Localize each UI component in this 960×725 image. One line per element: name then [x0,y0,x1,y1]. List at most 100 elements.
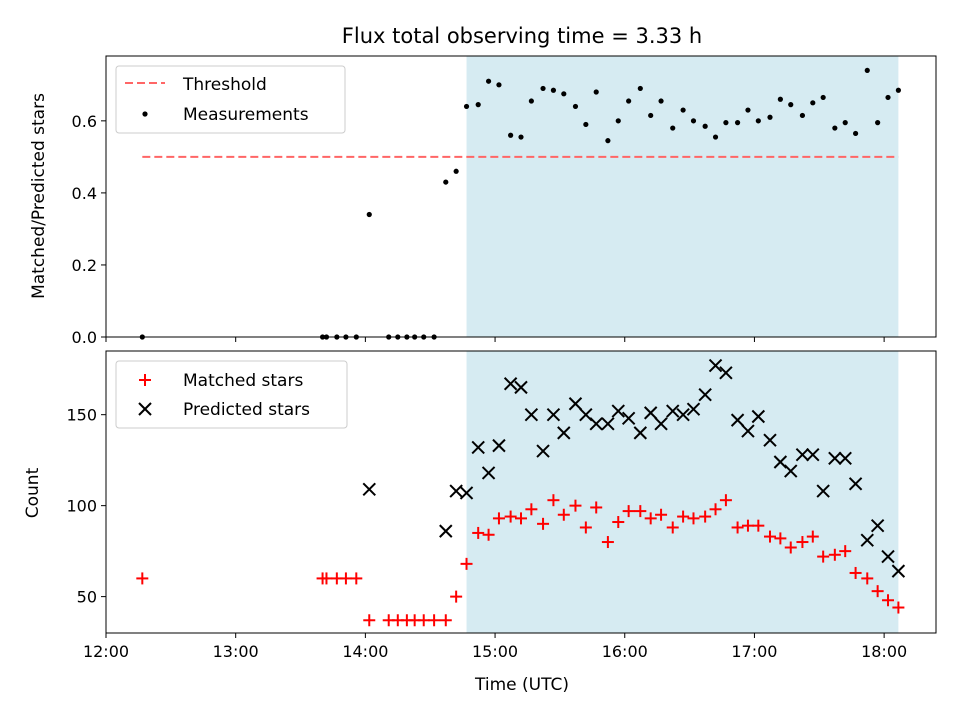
measurement-point [453,168,459,174]
predicted-star-point [795,447,810,462]
predicted-star-point [806,447,820,462]
predicted-star-point [633,426,648,440]
legend-measurements-swatch [142,111,148,117]
predicted-star-point [546,407,561,422]
predicted-star-point [557,426,571,440]
matched-star-point [731,521,744,534]
measurement-point [788,102,794,108]
top-axes-frame [105,55,937,338]
measurement-point [832,125,838,131]
matched-star-point [752,519,765,532]
predicted-star-point [708,358,723,373]
predicted-star-point [848,477,863,491]
measurement-point [528,98,534,104]
measurement-point [443,179,449,185]
measurement-point [745,107,751,113]
matched-star-point [741,519,754,532]
matched-star-point [644,512,657,525]
matched-star-point [882,594,895,607]
measurement-point [875,120,881,126]
matched-star-point [537,517,550,530]
predicted-star-point [643,406,658,420]
measurement-point [485,78,492,84]
measurement-point [463,103,470,110]
matched-star-point [136,572,149,585]
measurement-point [475,102,481,108]
matched-star-point [861,572,874,585]
predicted-star-point [828,451,842,466]
predicted-star-point [589,417,603,431]
legend-predicted-label: Predicted stars [183,400,310,420]
predicted-star-point [654,417,668,431]
measurement-point [820,94,826,101]
measurement-point [810,100,816,106]
measurement-point [615,118,621,124]
x-tick-label: 14:00 [342,642,388,661]
predicted-star-point [751,409,766,424]
predicted-star-point [741,424,755,438]
matched-star-point [677,510,690,523]
matched-star-point [515,512,527,525]
matched-star-point [699,510,712,523]
predicted-star-point [860,533,874,547]
predicted-star-point [524,407,539,422]
predicted-star-point [536,444,550,458]
matched-star-point [492,512,505,525]
top-panel: 0.0 0.2 0.4 0.6 Matched/Predicted stars Thr… [29,55,937,347]
measurement-point [658,98,664,104]
matched-star-point [666,521,679,534]
matched-star-point [460,557,473,570]
measurement-point [767,114,773,120]
matched-star-point [871,585,884,598]
matched-star-point [828,548,841,561]
x-tick-label: 12:00 [83,642,129,661]
x-tick-label: 13:00 [213,642,259,661]
top-y-tick-label: 0.0 [72,328,97,347]
top-y-tick-label: 0.4 [72,184,97,203]
chart-title: Flux total observing time = 3.33 h [342,24,702,48]
measurement-point [842,120,848,126]
matched-star-point [363,614,376,627]
matched-star-point [547,494,560,507]
matched-star-point [472,526,485,539]
predicted-star-point [439,524,453,538]
predicted-star-point [492,438,506,453]
predicted-star-point [611,404,625,418]
top-observing-span [466,56,899,337]
bottom-y-tick-label: 100 [66,497,97,516]
matched-star-point [774,532,787,545]
predicted-star-point [881,549,895,564]
measurement-point [583,121,589,128]
predicted-star-point [816,484,830,498]
matched-star-point [579,521,592,534]
matched-star-point [622,505,635,518]
matched-star-point [796,536,809,549]
matched-star-point [687,512,700,525]
legend-measurements-label: Measurements [183,105,309,125]
predicted-star-point [449,484,463,498]
measurement-point [702,123,708,129]
predicted-star-point [686,402,701,416]
matched-star-point [339,572,352,585]
measurement-point [712,134,719,140]
predicted-star-point [601,417,615,431]
predicted-star-point [621,411,636,426]
measurement-point [550,87,557,93]
matched-star-point [806,530,819,543]
measurement-point [885,94,891,101]
predicted-star-point [784,464,798,478]
matched-star-point [709,503,722,516]
predicted-star-point [870,518,885,533]
predicted-star-point [719,366,733,380]
measurement-point [496,82,502,88]
matched-star-point [764,530,776,543]
measurement-point [508,132,514,138]
predicted-star-point [730,413,745,427]
matched-star-point [817,550,830,563]
matched-star-point [320,572,333,585]
legend-matched-swatch [139,374,151,386]
measurement-point [670,125,676,131]
top-y-tick-label: 0.6 [72,112,97,131]
matched-star-point [590,501,603,514]
